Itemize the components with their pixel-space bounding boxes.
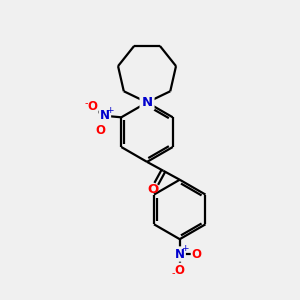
Text: O: O bbox=[175, 264, 185, 277]
Text: N: N bbox=[142, 96, 153, 109]
Text: O: O bbox=[95, 124, 106, 136]
Text: O: O bbox=[192, 248, 202, 260]
Text: N: N bbox=[100, 109, 110, 122]
Text: -: - bbox=[171, 268, 175, 278]
Text: +: + bbox=[181, 244, 188, 253]
Text: -: - bbox=[84, 98, 88, 108]
Text: O: O bbox=[148, 183, 159, 196]
Text: N: N bbox=[175, 248, 185, 260]
Text: O: O bbox=[88, 100, 98, 113]
Text: +: + bbox=[106, 106, 113, 115]
